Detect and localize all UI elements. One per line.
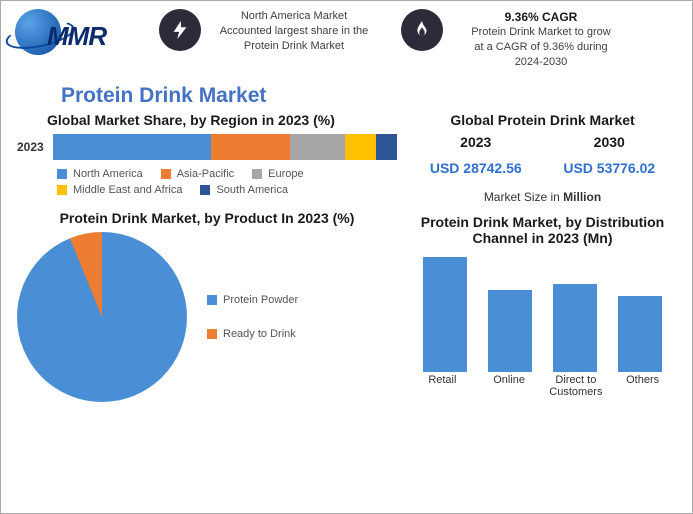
column-label: Direct to Customers (546, 374, 606, 398)
header-text-cagr: 9.36% CAGR Protein Drink Market to grow … (451, 9, 631, 70)
msize-col-2023: 2023 USD 28742.56 (430, 134, 522, 176)
legend-swatch (200, 185, 210, 195)
cagr-line3: at a CAGR of 9.36% during (451, 40, 631, 55)
cagr-line4: 2024-2030 (451, 55, 631, 70)
msize-title: Global Protein Drink Market (409, 112, 676, 128)
legend-swatch (161, 169, 171, 179)
header-item-na: North America Market Accounted largest s… (159, 9, 379, 54)
column-label: Others (613, 374, 673, 398)
chart-grid: Global Market Share, by Region in 2023 (… (1, 108, 692, 410)
logo-text: MMR (47, 21, 106, 52)
pie-legend: Protein Powder Ready to Drink (207, 294, 298, 340)
legend-item: South America (200, 184, 288, 196)
msize-col-2030: 2030 USD 53776.02 (563, 134, 655, 176)
legend-item: Europe (252, 168, 303, 180)
msize-subtitle: Market Size in Million (409, 190, 676, 204)
legend-label: North America (73, 168, 143, 180)
legend-label: Middle East and Africa (73, 184, 182, 196)
column-bar (488, 290, 532, 372)
msize-val-2030: USD 53776.02 (563, 160, 655, 176)
msize-sub-bold: Million (563, 190, 601, 204)
legend-label: Protein Powder (223, 294, 298, 306)
column-bar (618, 296, 662, 372)
legend-swatch (207, 295, 217, 305)
legend-swatch (252, 169, 262, 179)
na-line2: Accounted largest share in the (209, 24, 379, 39)
stack-seg-south-america (376, 134, 397, 160)
column-plot (409, 252, 676, 372)
column-label: Online (479, 374, 539, 398)
legend-swatch (57, 169, 67, 179)
legend-label: South America (216, 184, 288, 196)
msize-val-2023: USD 28742.56 (430, 160, 522, 176)
msize-columns: 2023 USD 28742.56 2030 USD 53776.02 (409, 134, 676, 176)
column-labels: Retail Online Direct to Customers Others (409, 374, 676, 398)
na-line3: Protein Drink Market (209, 39, 379, 54)
msize-sub-prefix: Market Size in (484, 190, 563, 204)
legend-item: Middle East and Africa (57, 184, 182, 196)
header: MMR North America Market Accounted large… (1, 1, 692, 74)
legend-swatch (57, 185, 67, 195)
msize-year-2023: 2023 (430, 134, 522, 150)
msize-year-2030: 2030 (563, 134, 655, 150)
pie-title: Protein Drink Market, by Product In 2023… (17, 210, 397, 226)
flame-icon (401, 9, 443, 51)
legend-label: Ready to Drink (223, 328, 296, 340)
colchart-title: Protein Drink Market, by Distribution Ch… (409, 214, 676, 246)
stacked-bar-chart: Global Market Share, by Region in 2023 (… (17, 112, 397, 204)
pie-chart (17, 232, 187, 402)
column-chart-panel: Protein Drink Market, by Distribution Ch… (409, 214, 676, 402)
stack-seg-asia-pacific (211, 134, 290, 160)
stacked-row-label: 2023 (17, 140, 53, 154)
main-title: Protein Drink Market (1, 84, 692, 108)
legend-label: Asia-Pacific (177, 168, 234, 180)
stack-seg-europe (290, 134, 345, 160)
brand-logo: MMR (11, 9, 131, 65)
header-item-cagr: 9.36% CAGR Protein Drink Market to grow … (401, 9, 631, 70)
pie-legend-item: Ready to Drink (207, 328, 298, 340)
cagr-line2: Protein Drink Market to grow (451, 25, 631, 40)
column-label: Retail (412, 374, 472, 398)
stacked-title: Global Market Share, by Region in 2023 (… (47, 112, 397, 128)
stack-seg-middle-east-and-africa (345, 134, 376, 160)
column-bar (553, 284, 597, 372)
pie-legend-item: Protein Powder (207, 294, 298, 306)
stacked-bar (53, 134, 397, 160)
stack-seg-north-america (53, 134, 211, 160)
legend-item: North America (57, 168, 143, 180)
bolt-icon (159, 9, 201, 51)
cagr-bold: 9.36% CAGR (451, 9, 631, 25)
na-line1: North America Market (209, 9, 379, 24)
legend-item: Asia-Pacific (161, 168, 234, 180)
column-bar (423, 257, 467, 372)
pie-chart-panel: Protein Drink Market, by Product In 2023… (17, 210, 397, 402)
stacked-row: 2023 (17, 134, 397, 160)
market-size-panel: Global Protein Drink Market 2023 USD 287… (409, 112, 676, 204)
stacked-legend: North America Asia-Pacific Europe Middle Ea… (57, 168, 397, 196)
legend-label: Europe (268, 168, 303, 180)
pie-wrap: Protein Powder Ready to Drink (17, 232, 397, 402)
legend-swatch (207, 329, 217, 339)
header-text-na: North America Market Accounted largest s… (209, 9, 379, 54)
